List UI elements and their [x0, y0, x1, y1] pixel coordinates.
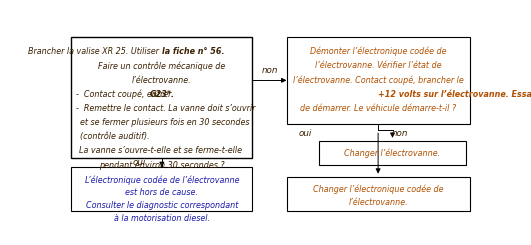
- Bar: [71, 167, 252, 210]
- Text: non: non: [392, 129, 408, 138]
- Text: Faire un contrôle mécanique de: Faire un contrôle mécanique de: [98, 61, 226, 71]
- Text: l’électrovanne.: l’électrovanne.: [348, 198, 408, 207]
- Text: est hors de cause.: est hors de cause.: [125, 188, 198, 197]
- Text: -  Remettre le contact. La vanne doit s’ouvrir: - Remettre le contact. La vanne doit s’o…: [76, 104, 255, 113]
- Text: Démonter l’électronique codée de: Démonter l’électronique codée de: [310, 46, 447, 56]
- Bar: [287, 177, 470, 210]
- Text: -  Contact coupé, entrer: - Contact coupé, entrer: [76, 90, 174, 99]
- Bar: [71, 37, 252, 158]
- Text: La vanne s’ouvre-t-elle et se ferme-t-elle: La vanne s’ouvre-t-elle et se ferme-t-el…: [79, 146, 242, 155]
- Text: L’électronique codée de l’électrovanne: L’électronique codée de l’électrovanne: [84, 176, 239, 185]
- Text: +12 volts sur l’électrovanne. Essayer ensuite: +12 volts sur l’électrovanne. Essayer en…: [378, 90, 531, 99]
- Text: Changer l’électronique codée de: Changer l’électronique codée de: [313, 184, 443, 194]
- Text: Brancher la valise XR 25. Utiliser: Brancher la valise XR 25. Utiliser: [29, 47, 162, 56]
- Text: (contrôle auditif).: (contrôle auditif).: [80, 132, 150, 141]
- Text: l’électrovanne. Contact coupé, brancher le: l’électrovanne. Contact coupé, brancher …: [293, 75, 464, 85]
- Text: Consulter le diagnostic correspondant: Consulter le diagnostic correspondant: [85, 201, 238, 210]
- Text: oui: oui: [298, 129, 312, 138]
- Text: G23*.: G23*.: [150, 90, 175, 99]
- Text: pendant environ 30 secondes ?: pendant environ 30 secondes ?: [99, 160, 225, 170]
- Text: l’électrovanne. Vérifier l’état de: l’électrovanne. Vérifier l’état de: [315, 61, 441, 70]
- Text: à la motorisation diesel.: à la motorisation diesel.: [114, 214, 210, 223]
- Text: l’électrovanne.: l’électrovanne.: [132, 76, 192, 85]
- Text: oui: oui: [133, 158, 146, 167]
- Text: non: non: [261, 66, 278, 75]
- Text: Changer l’électrovanne.: Changer l’électrovanne.: [345, 148, 441, 158]
- Text: la fiche n° 56.: la fiche n° 56.: [162, 47, 225, 56]
- Text: de démarrer. Le véhicule démarre-t-il ?: de démarrer. Le véhicule démarre-t-il ?: [300, 104, 456, 113]
- Bar: [287, 37, 470, 124]
- Bar: [320, 141, 466, 165]
- Text: et se fermer plusieurs fois en 30 secondes: et se fermer plusieurs fois en 30 second…: [80, 118, 250, 127]
